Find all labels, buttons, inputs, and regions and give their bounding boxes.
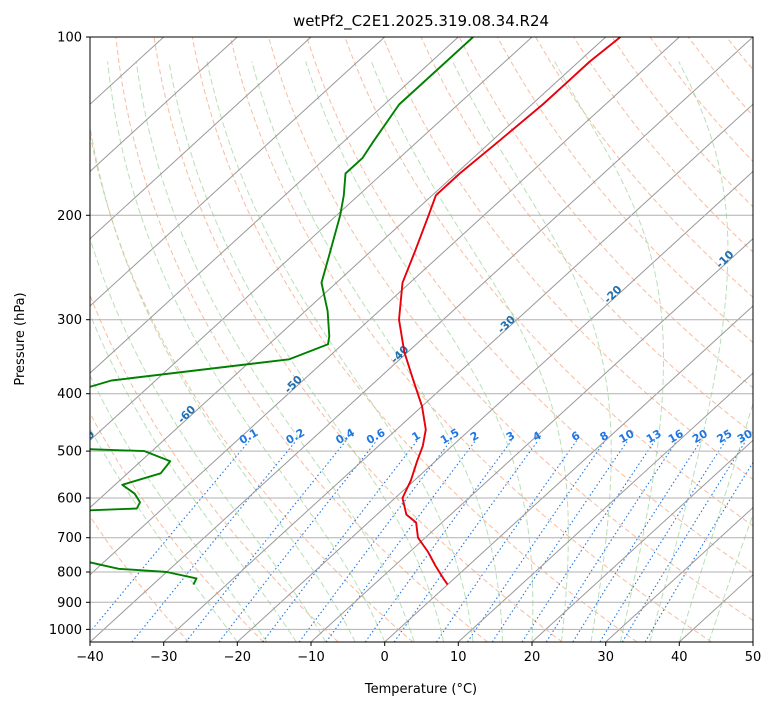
mixing-ratio-line — [621, 440, 747, 642]
y-tick-label: 800 — [57, 566, 82, 581]
x-tick-label: 50 — [745, 650, 762, 665]
mixing-ratio-line — [325, 440, 476, 642]
dry-adiabat-line — [496, 37, 753, 344]
isotherm-line — [457, 372, 753, 642]
moist-adiabat-line — [649, 61, 729, 642]
x-axis-label: Temperature (°C) — [364, 682, 477, 697]
mixing-ratio-line — [435, 440, 578, 642]
dry-adiabat-line — [306, 37, 753, 574]
y-tick-label: 700 — [57, 531, 82, 546]
isotherm-line — [531, 439, 753, 642]
dry-adiabat-line — [115, 37, 488, 642]
dry-adiabat-line — [268, 37, 753, 622]
mixing-ratio-line — [364, 440, 512, 642]
y-tick-label: 900 — [57, 596, 82, 611]
dry-adiabat-line — [153, 37, 563, 642]
y-tick-label: 600 — [57, 492, 82, 507]
dry-adiabat-line — [420, 37, 753, 435]
isotherm-line — [384, 305, 753, 642]
isotherm-line — [90, 37, 607, 509]
x-tick-label: −10 — [297, 650, 324, 665]
y-axis-ticks: 100 200 300 400 500 600 700 800 900 1000 — [49, 31, 90, 638]
profile-traces — [90, 37, 621, 586]
y-tick-label: 1000 — [49, 623, 82, 638]
x-tick-label: −30 — [150, 650, 177, 665]
chart-title: wetPf2_C2E1.2025.319.08.34.R24 — [293, 12, 549, 31]
x-tick-label: 30 — [597, 650, 614, 665]
mixing-ratio-line — [521, 440, 656, 642]
mixing-ratio-line — [644, 461, 753, 642]
moist-adiabat-line — [370, 61, 569, 642]
x-tick-label: 0 — [381, 650, 389, 665]
isotherm-line — [90, 37, 238, 173]
moist-adiabat-line — [135, 61, 415, 642]
isotherm-label: -70 — [74, 428, 97, 451]
dry-adiabat-line — [90, 412, 264, 642]
moist-adiabats — [90, 61, 753, 642]
x-axis-ticks: −40 −30 −20 −10 0 10 20 30 40 50 — [76, 642, 761, 665]
mixing-ratio-line — [599, 440, 727, 642]
isotherm-line — [90, 37, 680, 576]
moist-adiabat-line — [90, 123, 356, 642]
mixing-ratio-line — [491, 440, 629, 642]
moist-adiabat-line — [452, 61, 612, 642]
y-tick-label: 200 — [57, 209, 82, 224]
mixing-ratio-line — [467, 440, 606, 642]
isotherm-line — [90, 37, 753, 642]
isotherm-line — [90, 37, 533, 442]
moist-adiabat-line — [554, 61, 664, 642]
mixing-ratio-lines — [90, 440, 753, 642]
dewpoint-trace — [90, 37, 474, 586]
moist-adiabat-line — [305, 61, 534, 642]
isotherm-line — [90, 37, 459, 374]
moist-adiabat-line — [168, 61, 445, 642]
x-tick-label: 10 — [450, 650, 467, 665]
isotherm-line — [90, 37, 386, 307]
x-tick-label: 20 — [524, 650, 541, 665]
mixing-ratio-label: 30 — [735, 427, 755, 446]
moist-adiabat-line — [206, 61, 474, 642]
moist-adiabat-line — [251, 61, 503, 642]
temperature-trace — [398, 37, 621, 586]
moist-adiabat-line — [90, 312, 297, 642]
x-tick-label: −20 — [224, 650, 251, 665]
y-tick-label: 400 — [57, 387, 82, 402]
mixing-ratio-line — [545, 440, 678, 642]
dry-adiabat-line — [382, 37, 753, 481]
y-tick-label: 100 — [57, 31, 82, 46]
mixing-ratio-line — [90, 440, 251, 633]
isotherm-line — [163, 103, 753, 642]
mixing-ratio-line — [218, 440, 378, 642]
dry-adiabat-line — [535, 37, 753, 298]
plot-frame — [89, 36, 754, 643]
y-axis-label: Pressure (hPa) — [13, 292, 28, 385]
moist-adiabat-line — [107, 61, 386, 642]
mixing-ratio-line — [131, 440, 297, 642]
isotherm-line — [90, 37, 312, 240]
y-tick-label: 500 — [57, 445, 82, 460]
mixing-ratio-line — [572, 440, 702, 642]
x-tick-label: −40 — [76, 650, 103, 665]
isotherm-line — [605, 506, 753, 642]
y-tick-label: 300 — [57, 313, 82, 328]
isotherm-line — [236, 170, 753, 642]
x-tick-label: 40 — [671, 650, 688, 665]
dry-adiabat-line — [191, 37, 638, 642]
